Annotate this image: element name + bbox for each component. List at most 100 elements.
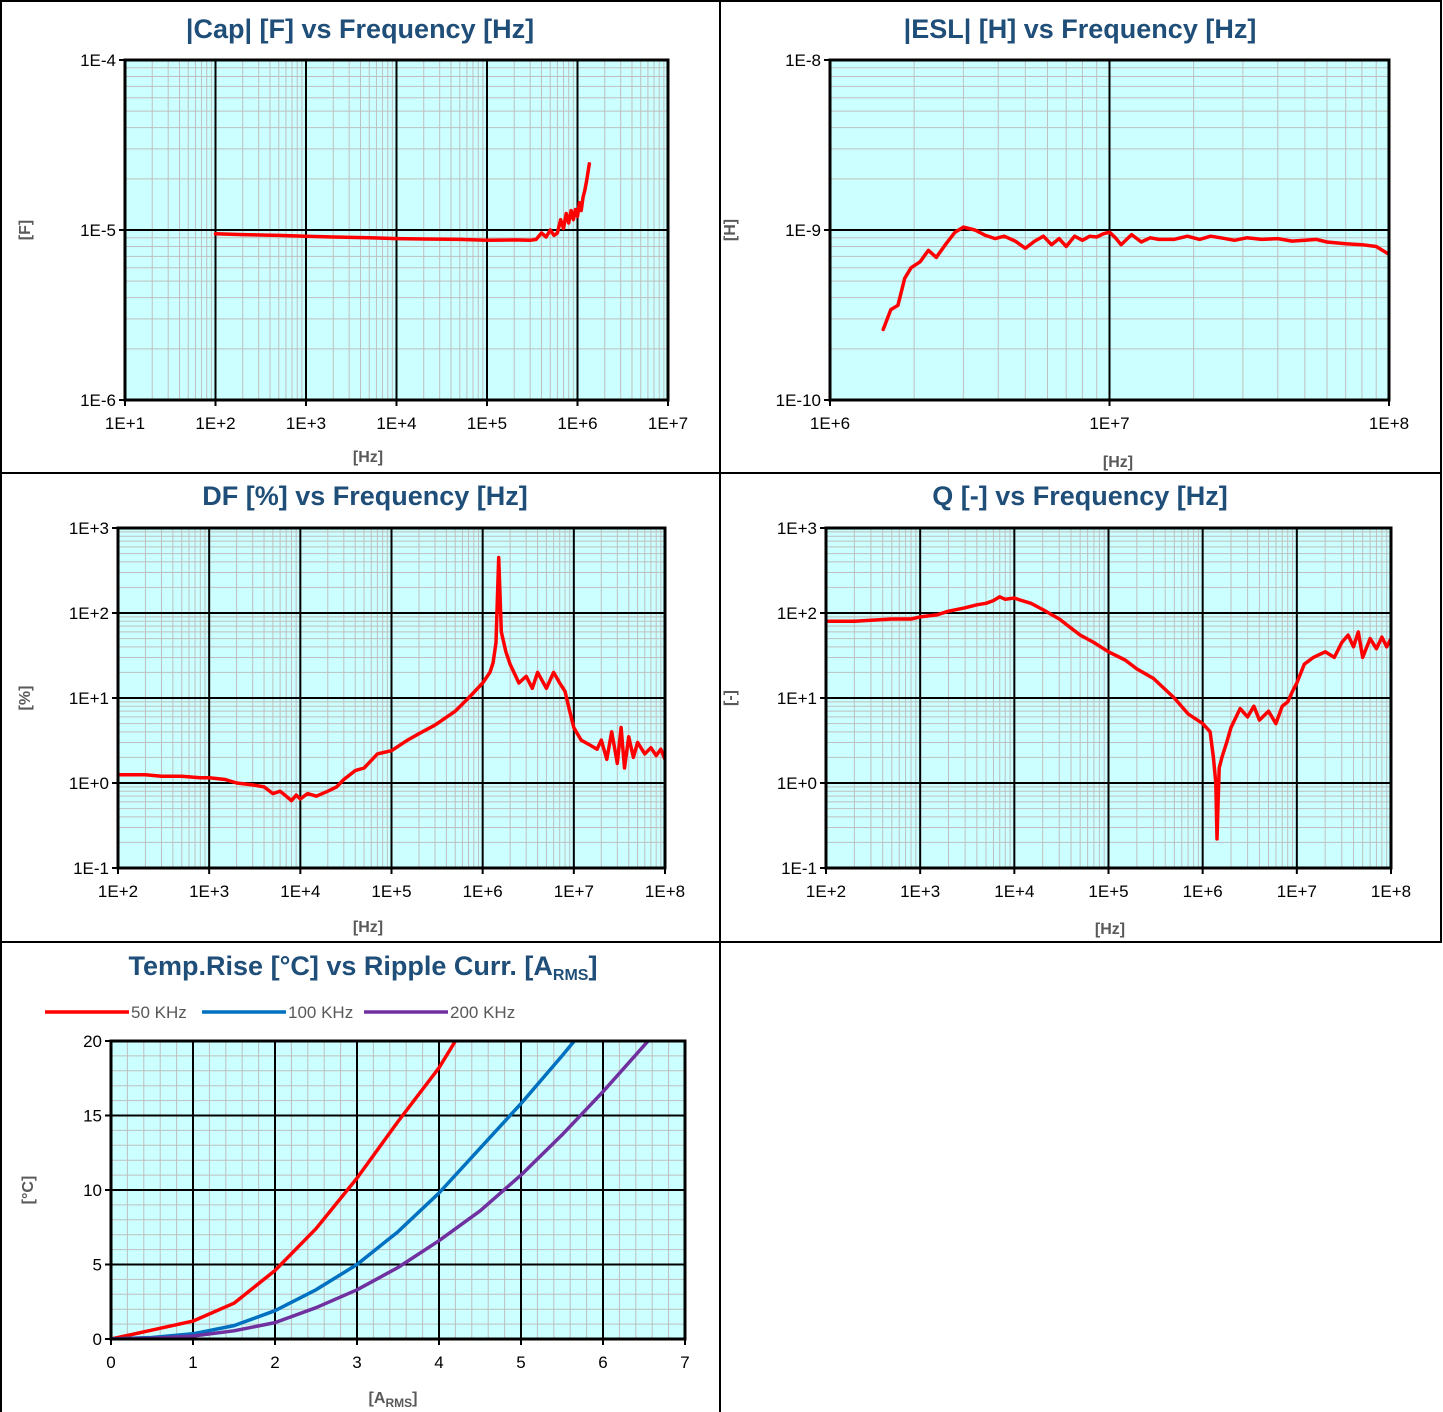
x-axis-label: [Hz] xyxy=(1103,454,1133,471)
x-tick-label: 1E+3 xyxy=(900,882,940,901)
y-tick-label: 1E-1 xyxy=(781,859,817,878)
series-line-1 xyxy=(826,595,1391,841)
y-tick-label: 1E+1 xyxy=(777,689,817,708)
cell-q xyxy=(719,472,1442,943)
cell-temp xyxy=(0,941,721,1412)
x-axis-label: [Hz] xyxy=(1095,921,1125,938)
x-tick-label: 1E+4 xyxy=(280,882,320,901)
gridlines xyxy=(110,1040,686,1340)
chart-2: 1E+6 1E+7 1E+8 1E-10 1E-9 1E-8 |ESL| [H] vs Fr… xyxy=(722,14,1409,471)
x-tick-label: 1E+7 xyxy=(648,414,688,433)
y-tick-label: 1E+0 xyxy=(69,774,109,793)
y-axis-label: [%] xyxy=(17,686,34,711)
chart-title: |Cap| [F] vs Frequency [Hz] xyxy=(186,14,534,44)
y-tick-label: 1E+2 xyxy=(69,604,109,623)
x-tick-label: 1E+7 xyxy=(1277,882,1317,901)
y-axis-label: [F] xyxy=(17,220,34,240)
y-tick-label: 1E-8 xyxy=(785,51,821,70)
x-tick-label: 6 xyxy=(598,1353,607,1372)
x-tick-label: 5 xyxy=(516,1353,525,1372)
series-line-1 xyxy=(118,555,665,803)
chart-title: DF [%] vs Frequency [Hz] xyxy=(202,481,528,511)
y-tick-label: 1E+3 xyxy=(777,519,817,538)
chart-3: 1E+2 1E+3 1E+4 1E+5 1E+6 1E+7 1E+8 1E-1 1E+0 1E+1… xyxy=(17,481,685,936)
y-tick-label: 1E-6 xyxy=(80,391,116,410)
y-tick-label: 20 xyxy=(83,1032,102,1051)
y-tick-label: 5 xyxy=(93,1256,102,1275)
plot-frame xyxy=(109,1039,687,1341)
chart-1: 1E+1 1E+2 1E+3 1E+4 1E+5 1E+6 1E+7 1E-6 1E-5 1E-4… xyxy=(17,14,688,466)
x-tick-label: 2 xyxy=(270,1353,279,1372)
x-tick-label: 1E+2 xyxy=(98,882,138,901)
x-tick-label: 1E+5 xyxy=(467,414,507,433)
x-tick-label: 1E+7 xyxy=(1089,414,1129,433)
chart-5: 0 1 2 3 4 5 6 7 0 5 10 15 20 Temp.Rise [°C] vs Ripple… xyxy=(20,951,690,1410)
x-tick-label: 1E+5 xyxy=(1088,882,1128,901)
chart-title-suffix: ] xyxy=(588,951,597,981)
x-tick-label: 1E+5 xyxy=(371,882,411,901)
x-tick-label: 1 xyxy=(188,1353,197,1372)
x-tick-label: 1E+1 xyxy=(105,414,145,433)
y-axis-label: [-] xyxy=(722,690,739,706)
series-line-1 xyxy=(213,162,592,243)
x-tick-label: 1E+2 xyxy=(195,414,235,433)
y-axis-label: [°C] xyxy=(20,1176,37,1205)
x-tick-label: 1E+8 xyxy=(645,882,685,901)
x-axis-label: [ARMS] xyxy=(369,1390,418,1410)
legend-label: 100 KHz xyxy=(288,1003,353,1022)
y-tick-label: 10 xyxy=(83,1181,102,1200)
y-tick-label: 1E-1 xyxy=(73,859,109,878)
x-tick-label: 1E+6 xyxy=(810,414,850,433)
legend-label: 200 KHz xyxy=(450,1003,515,1022)
plot-frame xyxy=(123,58,670,402)
chart-title: |ESL| [H] vs Frequency [Hz] xyxy=(904,14,1257,44)
series-line-200-khz xyxy=(111,1040,650,1340)
x-tick-label: 1E+8 xyxy=(1369,414,1409,433)
x-tick-label: 3 xyxy=(352,1353,361,1372)
x-tick-label: 1E+6 xyxy=(557,414,597,433)
x-tick-label: 1E+3 xyxy=(286,414,326,433)
chart-title: Q [-] vs Frequency [Hz] xyxy=(932,481,1228,511)
x-tick-label: 1E+6 xyxy=(463,882,503,901)
x-tick-label: 7 xyxy=(680,1353,689,1372)
plot-frame xyxy=(116,526,667,870)
y-tick-label: 1E+0 xyxy=(777,774,817,793)
gridlines xyxy=(829,59,1390,401)
y-tick-label: 1E+2 xyxy=(777,604,817,623)
chart-4: 1E+2 1E+3 1E+4 1E+5 1E+6 1E+7 1E+8 1E-1 1E+0 1E+1… xyxy=(722,481,1411,938)
y-tick-label: 1E+3 xyxy=(69,519,109,538)
x-tick-label: 1E+7 xyxy=(554,882,594,901)
x-tick-label: 0 xyxy=(106,1353,115,1372)
x-tick-label: 1E+8 xyxy=(1371,882,1411,901)
series-line-1 xyxy=(881,225,1389,332)
legend: 50 KHz 100 KHz 200 KHz xyxy=(45,1003,515,1022)
x-tick-label: 1E+3 xyxy=(189,882,229,901)
x-tick-label: 1E+4 xyxy=(994,882,1034,901)
y-axis-label: [H] xyxy=(722,219,739,241)
plot-frame xyxy=(828,58,1391,402)
chart-title: Temp.Rise [°C] vs Ripple Curr. [ARMS] xyxy=(129,951,598,984)
y-tick-label: 15 xyxy=(83,1107,102,1126)
y-tick-label: 1E-9 xyxy=(785,221,821,240)
y-tick-label: 1E+1 xyxy=(69,689,109,708)
x-axis-label-suffix: ] xyxy=(412,1390,417,1407)
x-axis-label: [Hz] xyxy=(353,919,383,936)
x-tick-label: 4 xyxy=(434,1353,443,1372)
chart-title-subscript: RMS xyxy=(553,967,589,984)
x-tick-label: 1E+6 xyxy=(1183,882,1223,901)
x-tick-label: 1E+2 xyxy=(806,882,846,901)
x-axis-label-subscript: RMS xyxy=(385,1396,412,1410)
y-tick-label: 0 xyxy=(93,1330,102,1349)
y-tick-label: 1E-10 xyxy=(776,391,821,410)
y-tick-label: 1E-5 xyxy=(80,221,116,240)
plot-frame xyxy=(824,526,1393,870)
y-tick-label: 1E-4 xyxy=(80,51,116,70)
legend-label: 50 KHz xyxy=(131,1003,187,1022)
series-line-50-khz xyxy=(111,1040,458,1340)
x-axis-label: [Hz] xyxy=(353,449,383,466)
x-tick-label: 1E+4 xyxy=(376,414,416,433)
gridlines xyxy=(124,59,669,401)
series-line-100-khz xyxy=(111,1040,577,1340)
